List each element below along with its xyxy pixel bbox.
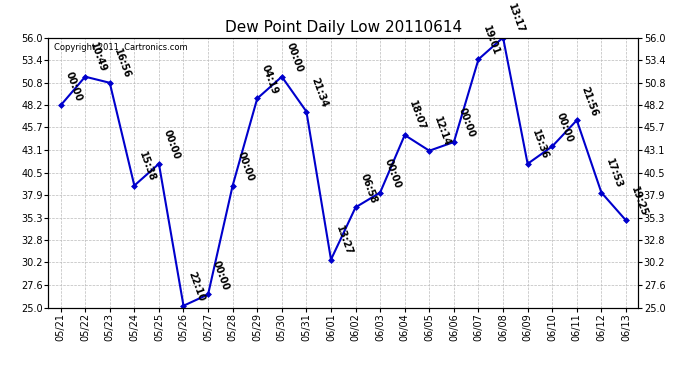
Text: 13:27: 13:27 bbox=[334, 224, 354, 257]
Text: 06:58: 06:58 bbox=[358, 172, 378, 204]
Text: 22:10: 22:10 bbox=[186, 270, 206, 303]
Text: 18:07: 18:07 bbox=[408, 100, 428, 132]
Text: 21:56: 21:56 bbox=[580, 85, 600, 117]
Text: Copyright 2011  Cartronics.com: Copyright 2011 Cartronics.com bbox=[55, 43, 188, 52]
Text: 00:00: 00:00 bbox=[383, 157, 403, 190]
Text: 15:38: 15:38 bbox=[137, 150, 157, 183]
Text: 17:53: 17:53 bbox=[604, 157, 624, 190]
Text: 00:00: 00:00 bbox=[235, 150, 255, 183]
Title: Dew Point Daily Low 20110614: Dew Point Daily Low 20110614 bbox=[225, 20, 462, 35]
Text: 19:01: 19:01 bbox=[481, 24, 501, 57]
Text: 00:00: 00:00 bbox=[161, 129, 181, 161]
Text: 00:00: 00:00 bbox=[284, 41, 304, 74]
Text: 15:36: 15:36 bbox=[531, 129, 551, 161]
Text: 10:49: 10:49 bbox=[88, 41, 108, 74]
Text: 00:00: 00:00 bbox=[63, 70, 83, 103]
Text: 12:14: 12:14 bbox=[432, 116, 452, 148]
Text: 21:34: 21:34 bbox=[309, 76, 329, 109]
Text: 00:00: 00:00 bbox=[457, 107, 477, 139]
Text: 16:56: 16:56 bbox=[112, 48, 132, 80]
Text: 13:17: 13:17 bbox=[506, 2, 526, 35]
Text: 04:19: 04:19 bbox=[260, 63, 280, 96]
Text: 19:25: 19:25 bbox=[629, 185, 649, 218]
Text: 00:00: 00:00 bbox=[555, 111, 575, 144]
Text: 00:00: 00:00 bbox=[211, 259, 231, 292]
